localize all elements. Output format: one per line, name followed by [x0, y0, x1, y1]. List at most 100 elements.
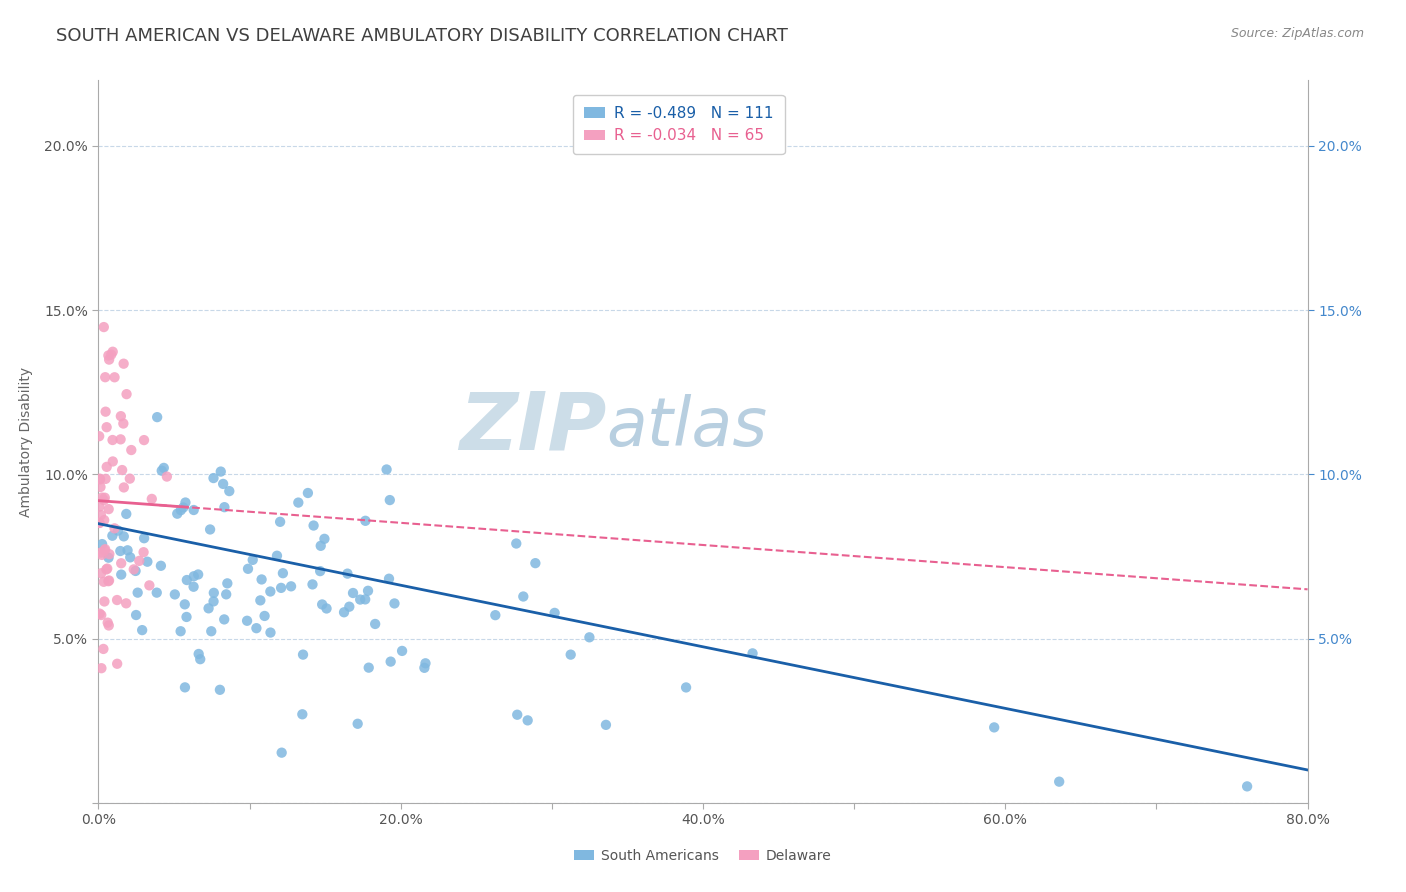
Point: [97, 502, 120, 516]
Point: [342, 586, 364, 600]
Point: [107, 524, 129, 538]
Point: [101, 344, 124, 359]
Point: [110, 556, 132, 570]
Point: [202, 586, 225, 600]
Point: [118, 472, 141, 486]
Point: [524, 556, 547, 570]
Point: [115, 507, 138, 521]
Point: [105, 593, 128, 607]
Point: [96, 562, 118, 576]
Point: [152, 461, 174, 475]
Point: [170, 503, 193, 517]
Point: [111, 463, 134, 477]
Point: [675, 681, 697, 695]
Point: [93, 543, 115, 558]
Point: [101, 454, 124, 468]
Point: [202, 594, 225, 608]
Point: [271, 566, 294, 581]
Point: [156, 469, 179, 483]
Point: [89, 429, 111, 443]
Point: [218, 484, 240, 499]
Point: [94, 542, 117, 557]
Point: [112, 357, 135, 371]
Point: [215, 587, 238, 601]
Point: [101, 433, 124, 447]
Point: [166, 507, 188, 521]
Point: [357, 660, 380, 674]
Point: [245, 621, 267, 635]
Point: [150, 464, 173, 478]
Point: [97, 615, 120, 630]
Point: [391, 644, 413, 658]
Point: [93, 642, 115, 657]
Point: [183, 503, 205, 517]
Point: [253, 609, 276, 624]
Point: [132, 545, 155, 559]
Point: [89, 480, 111, 494]
Point: [741, 646, 763, 660]
Point: [266, 549, 288, 563]
Point: [505, 536, 527, 550]
Point: [100, 348, 122, 362]
Point: [364, 617, 387, 632]
Point: [149, 558, 172, 573]
Text: Source: ZipAtlas.com: Source: ZipAtlas.com: [1230, 27, 1364, 40]
Point: [131, 623, 153, 637]
Point: [94, 491, 117, 505]
Text: SOUTH AMERICAN VS DELAWARE AMBULATORY DISABILITY CORRELATION CHART: SOUTH AMERICAN VS DELAWARE AMBULATORY DI…: [56, 27, 789, 45]
Point: [413, 661, 436, 675]
Point: [94, 370, 117, 384]
Point: [89, 516, 111, 530]
Point: [311, 598, 333, 612]
Point: [983, 720, 1005, 734]
Point: [89, 516, 111, 530]
Point: [90, 548, 112, 562]
Point: [94, 472, 117, 486]
Point: [269, 515, 291, 529]
Point: [183, 580, 205, 594]
Point: [315, 601, 337, 615]
Point: [124, 564, 146, 578]
Point: [97, 550, 120, 565]
Point: [96, 420, 118, 434]
Point: [132, 531, 155, 545]
Point: [291, 707, 314, 722]
Point: [270, 746, 292, 760]
Point: [163, 587, 186, 601]
Point: [174, 681, 197, 695]
Point: [187, 567, 209, 582]
Point: [115, 387, 138, 401]
Point: [110, 433, 132, 447]
Point: [172, 500, 194, 515]
Point: [337, 599, 360, 614]
Point: [188, 652, 211, 666]
Point: [110, 409, 132, 424]
Point: [93, 574, 115, 589]
Point: [200, 624, 222, 639]
Point: [217, 576, 239, 591]
Point: [512, 590, 534, 604]
Point: [301, 577, 323, 591]
Point: [98, 574, 121, 588]
Point: [375, 462, 398, 476]
Point: [136, 555, 159, 569]
Point: [117, 543, 139, 558]
Point: [560, 648, 582, 662]
Point: [173, 598, 195, 612]
Point: [89, 500, 111, 514]
Point: [97, 349, 120, 363]
Point: [176, 573, 198, 587]
Point: [197, 601, 219, 615]
Point: [89, 607, 111, 621]
Point: [270, 581, 292, 595]
Point: [103, 521, 125, 535]
Point: [349, 592, 371, 607]
Point: [242, 553, 264, 567]
Point: [384, 597, 406, 611]
Point: [103, 370, 125, 384]
Text: atlas: atlas: [606, 394, 768, 460]
Point: [127, 585, 149, 599]
Point: [357, 583, 380, 598]
Point: [346, 716, 368, 731]
Point: [98, 352, 121, 367]
